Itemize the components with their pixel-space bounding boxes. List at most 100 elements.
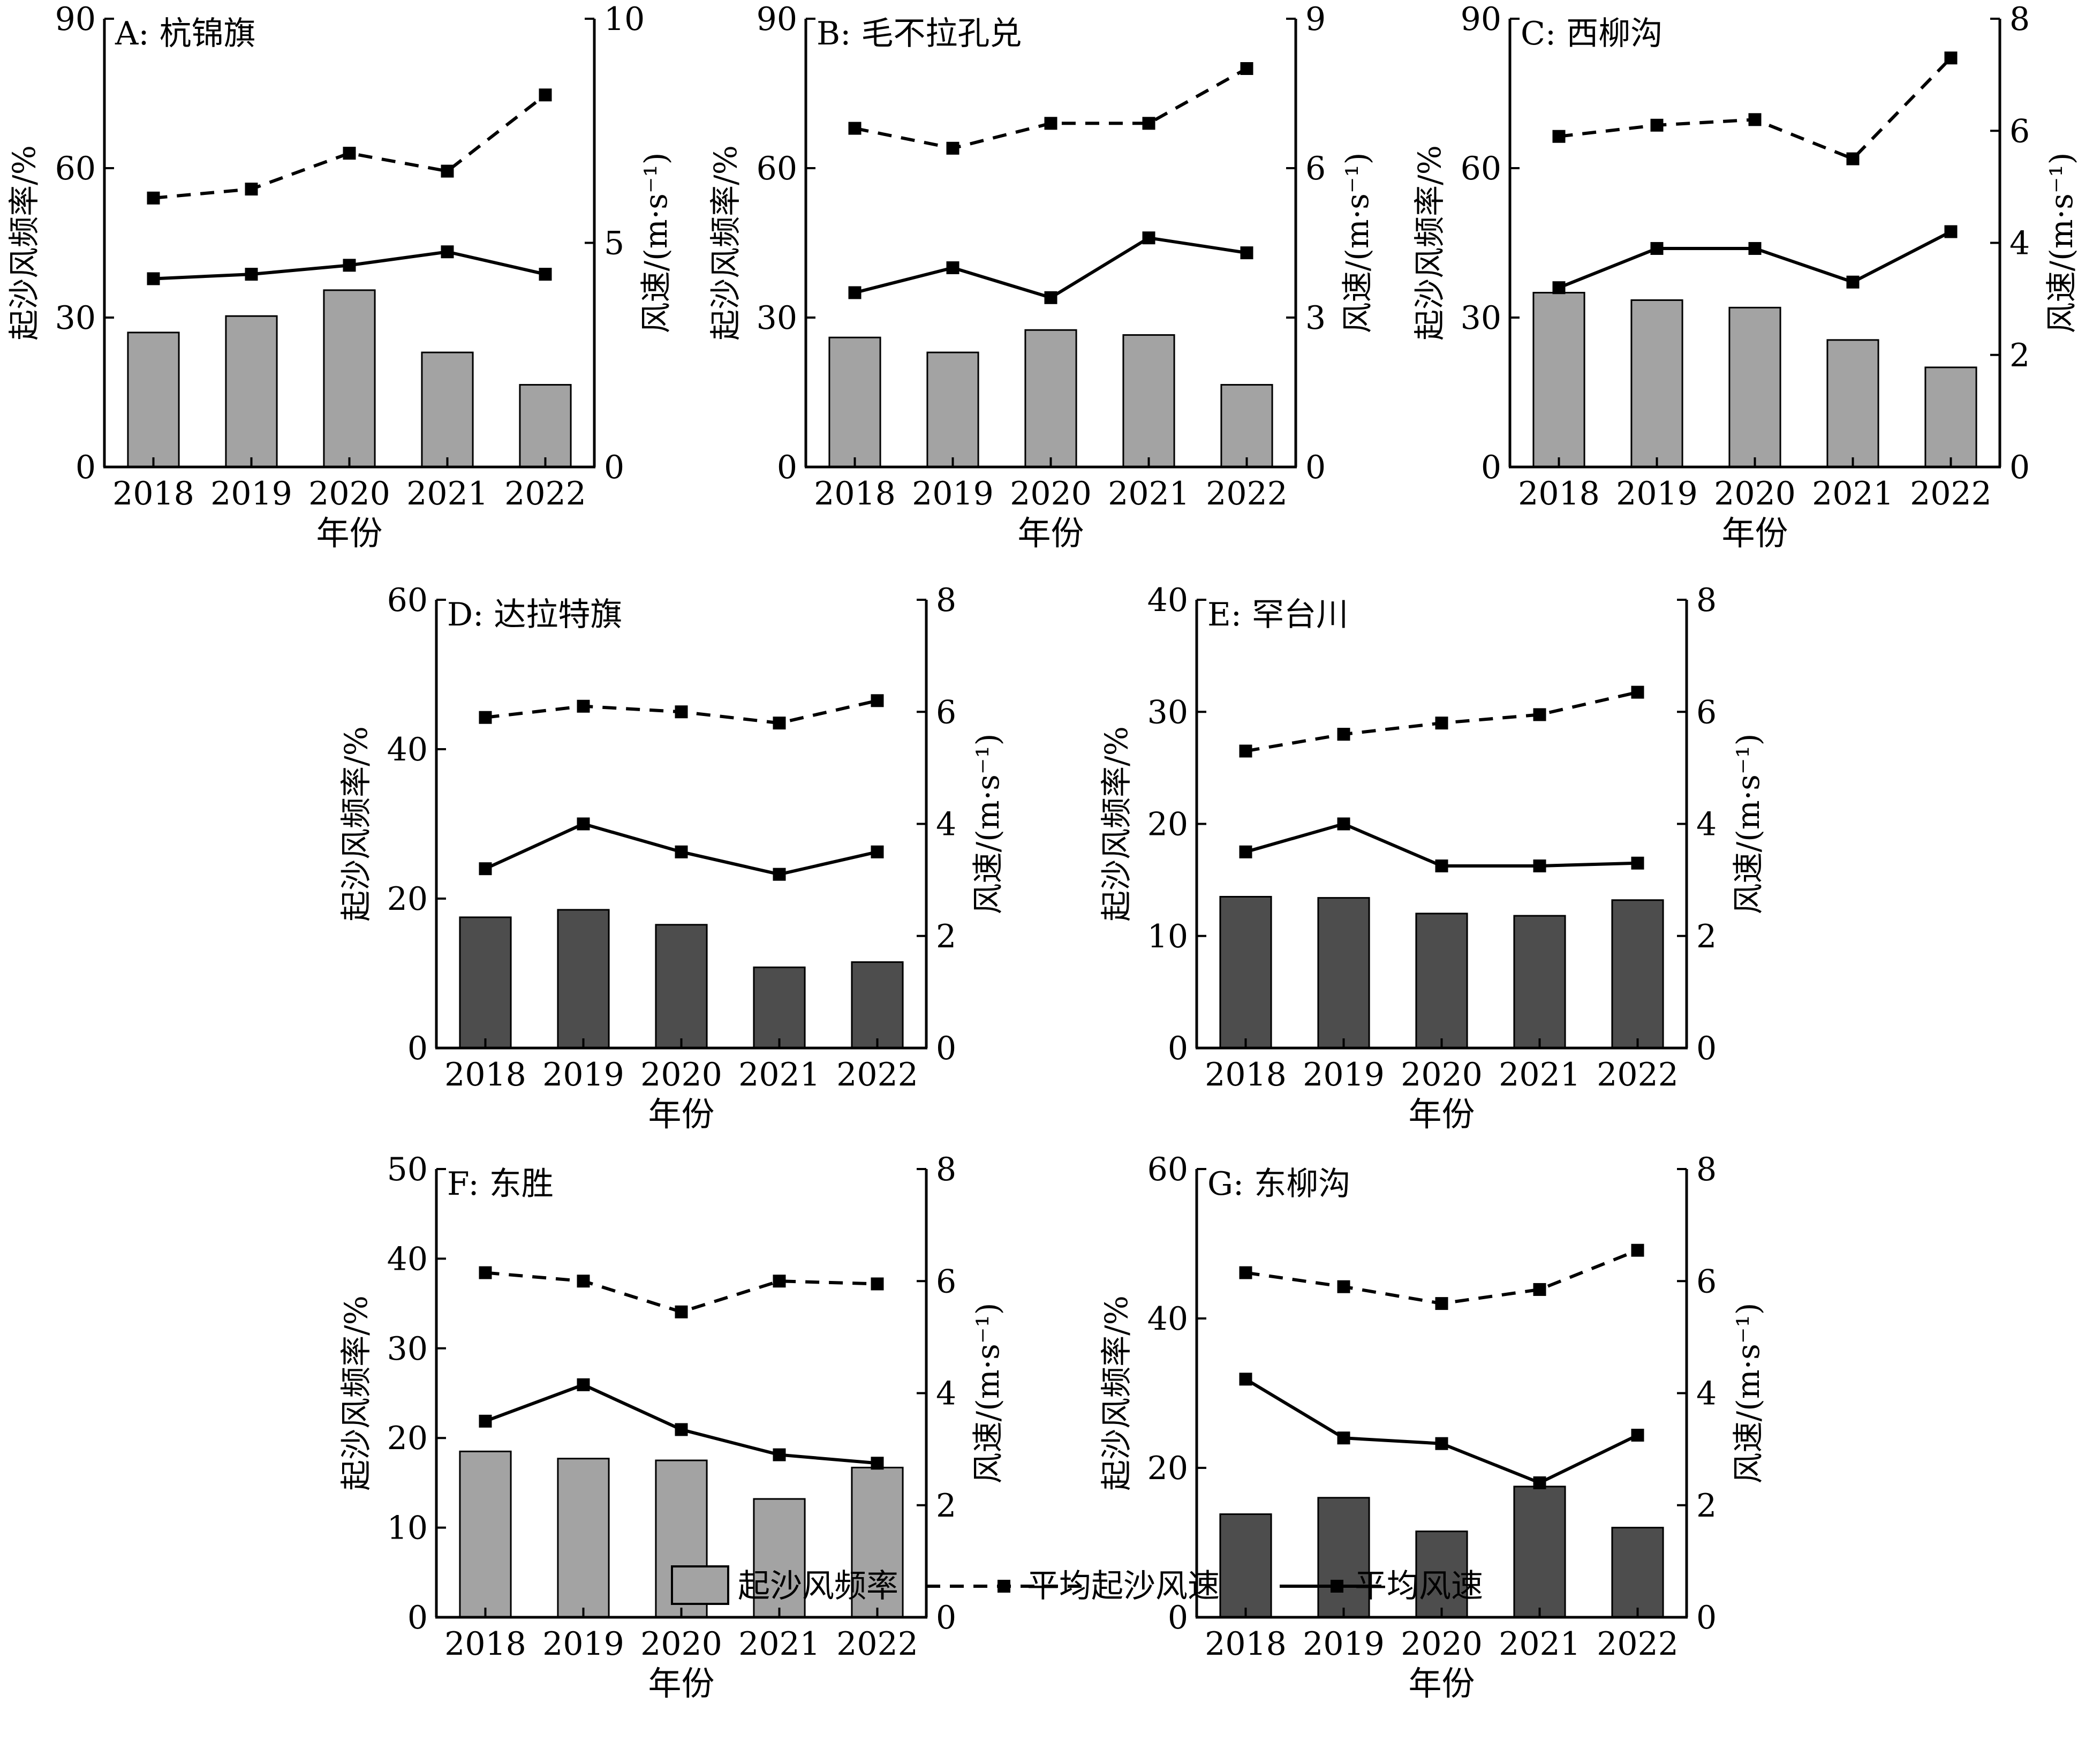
x-tick-label: 2018 [112, 475, 194, 512]
marker-mean-sand-wind-2020 [1748, 113, 1762, 126]
marker-mean-wind-2021 [773, 868, 786, 881]
right-tick-label: 0 [936, 1030, 956, 1067]
x-tick-label: 2021 [1499, 1056, 1581, 1094]
marker-mean-wind-2019 [1650, 242, 1664, 255]
marker-mean-sand-wind-2022 [871, 694, 884, 707]
x-tick-label: 2018 [814, 475, 896, 512]
legend-solid-marker [1331, 1580, 1343, 1593]
series-line-mean-sand-wind [1559, 57, 1952, 161]
left-tick-label: 30 [387, 1330, 428, 1368]
marker-mean-wind-2019 [245, 268, 258, 281]
panel-title: F: 东胜 [447, 1165, 554, 1203]
left-axis-title: 起沙风频率/% [707, 145, 744, 341]
bar-2018 [828, 336, 881, 468]
bar-2022 [1611, 899, 1664, 1049]
bar-2018 [459, 916, 512, 1049]
x-tick-label: 2021 [738, 1056, 820, 1094]
marker-mean-sand-wind-2022 [871, 1277, 884, 1291]
x-tick-label: 2018 [444, 1625, 526, 1663]
panel-title: A: 杭锦旗 [115, 15, 256, 52]
bar-2018 [1532, 292, 1585, 468]
x-tick-label: 2022 [1910, 475, 1992, 512]
marker-mean-wind-2018 [1239, 845, 1252, 858]
panel-title: E: 罕台川 [1207, 596, 1348, 634]
bar-2019 [1317, 1497, 1370, 1618]
left-tick-label: 40 [387, 731, 428, 768]
left-tick-label: 30 [1461, 299, 1501, 337]
right-tick-label: 6 [1305, 150, 1326, 187]
bar-2020 [323, 289, 376, 468]
x-tick-label: 2019 [210, 475, 292, 512]
marker-mean-sand-wind-2018 [1552, 130, 1566, 143]
right-tick-label: 8 [1696, 582, 1717, 619]
right-tick-label: 6 [936, 693, 956, 731]
x-tick-label: 2022 [1597, 1056, 1679, 1094]
x-tick-label: 2020 [308, 475, 390, 512]
left-tick-label: 0 [407, 1030, 428, 1067]
panel-title: C: 西柳沟 [1521, 15, 1663, 52]
left-tick-label: 20 [387, 880, 428, 918]
left-tick-label: 40 [387, 1240, 428, 1278]
marker-mean-sand-wind-2019 [1337, 1280, 1350, 1293]
marker-mean-wind-2022 [1240, 246, 1253, 260]
series-line-mean-sand-wind [1245, 1248, 1638, 1306]
x-tick-label: 2020 [1010, 475, 1092, 512]
left-tick-label: 0 [75, 449, 96, 486]
marker-mean-wind-2021 [1846, 275, 1860, 289]
marker-mean-wind-2018 [147, 272, 160, 285]
left-tick-label: 20 [1147, 806, 1188, 843]
left-axis-title: 起沙风频率/% [338, 1295, 374, 1491]
left-tick-label: 30 [757, 299, 797, 337]
marker-mean-wind-2022 [1631, 856, 1644, 870]
x-tick-label: 2020 [640, 1056, 722, 1094]
bar-2019 [225, 315, 278, 468]
bar-2021 [753, 966, 806, 1049]
x-tick-label: 2018 [1205, 1056, 1287, 1094]
bar-2019 [557, 909, 610, 1049]
left-tick-label: 90 [1461, 1, 1501, 38]
x-tick-label: 2022 [836, 1625, 918, 1663]
marker-mean-wind-2019 [1337, 817, 1350, 831]
marker-mean-wind-2021 [441, 245, 454, 259]
right-tick-label: 4 [936, 1375, 956, 1413]
right-axis-title: 风速/(m·s⁻¹) [638, 153, 674, 334]
x-tick-label: 2020 [1401, 1625, 1483, 1663]
right-tick-label: 0 [1305, 449, 1326, 486]
marker-mean-sand-wind-2021 [773, 717, 786, 730]
bar-2019 [557, 1458, 610, 1618]
right-tick-label: 0 [1696, 1030, 1717, 1067]
bar-2018 [459, 1450, 512, 1618]
x-tick-label: 2018 [1205, 1625, 1287, 1663]
marker-mean-wind-2018 [1552, 281, 1566, 295]
left-tick-label: 10 [387, 1510, 428, 1547]
marker-mean-wind-2018 [479, 1414, 492, 1428]
bar-2021 [753, 1498, 806, 1618]
marker-mean-sand-wind-2018 [1239, 1266, 1252, 1279]
marker-mean-wind-2020 [1435, 859, 1448, 872]
panel-title: G: 东柳沟 [1207, 1165, 1350, 1203]
panel-title: B: 毛不拉孔兑 [817, 15, 1022, 52]
x-tick-label: 2020 [1714, 475, 1796, 512]
x-axis-title: 年份 [1721, 514, 1788, 553]
marker-mean-wind-2020 [675, 1423, 688, 1436]
bar-2019 [1630, 299, 1683, 468]
marker-mean-wind-2021 [1533, 1476, 1546, 1489]
panel-title: D: 达拉特旗 [447, 596, 622, 634]
left-tick-label: 60 [757, 150, 797, 187]
marker-mean-wind-2022 [1631, 1428, 1644, 1442]
marker-mean-wind-2022 [871, 845, 884, 858]
left-tick-label: 20 [387, 1420, 428, 1457]
chart-panel-3: 0 20 40 60 0 2 4 6 8 2018 2019 2020 2021 2022 D: 达拉特旗年… [338, 582, 1006, 1134]
marker-mean-sand-wind-2022 [539, 88, 552, 102]
marker-mean-wind-2020 [1748, 242, 1762, 255]
legend-solid-label: 平均风速 [1355, 1567, 1483, 1605]
right-tick-label: 6 [936, 1263, 956, 1300]
marker-mean-sand-wind-2021 [441, 164, 454, 178]
right-tick-label: 4 [936, 806, 956, 843]
marker-mean-sand-wind-2019 [946, 141, 959, 155]
left-tick-label: 30 [1147, 693, 1188, 731]
marker-mean-wind-2021 [1142, 231, 1155, 245]
bar-2022 [851, 1466, 904, 1618]
x-tick-label: 2020 [640, 1625, 722, 1663]
x-tick-label: 2021 [1499, 1625, 1581, 1663]
